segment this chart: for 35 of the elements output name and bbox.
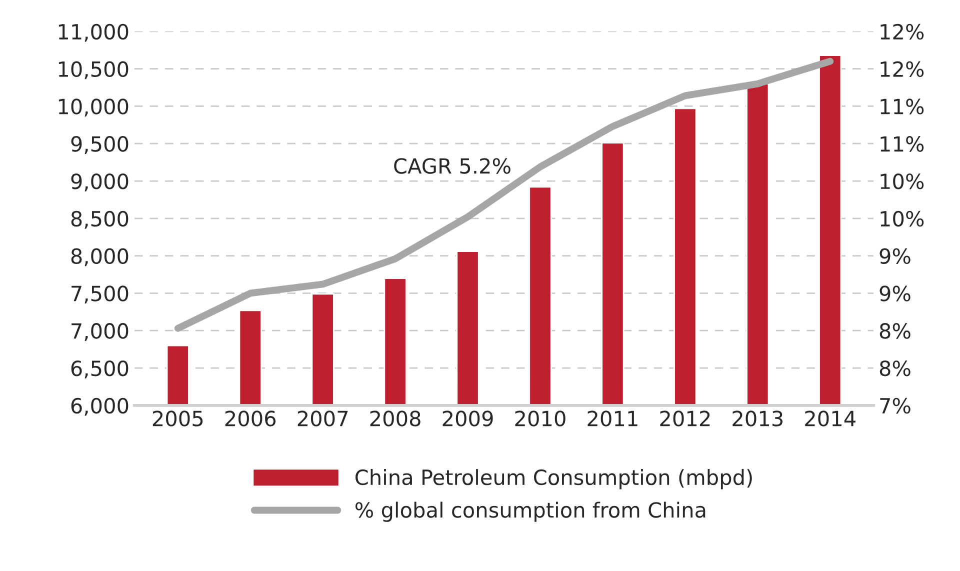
legend-label: % global consumption from China — [355, 502, 706, 522]
y-tick-label: 10,000 — [58, 98, 128, 117]
x-tick-label: 2010 — [515, 410, 566, 426]
y2-tick-label: 12% — [880, 24, 924, 40]
y-tick-label: 7,000 — [72, 323, 128, 341]
legend-label: China Petroleum Consumption (mbpd) — [356, 469, 752, 490]
x-tick-label: 2009 — [442, 410, 493, 426]
x-tick-label: 2005 — [152, 410, 203, 426]
y2-tick-label: 8% — [880, 323, 910, 339]
x-tick-label: 2014 — [805, 410, 856, 426]
y-tick-label: 6,000 — [71, 398, 128, 416]
y-tick-label: 8,000 — [71, 248, 128, 266]
y2-tick-label: 9% — [880, 286, 910, 302]
y2-tick-label: 10% — [880, 173, 924, 190]
x-tick-label: 2013 — [732, 410, 782, 426]
y-tick-label: 8,500 — [71, 210, 128, 229]
y-tick-label: 6,500 — [71, 360, 128, 378]
x-tick-label: 2008 — [370, 410, 420, 426]
x-tick-label: 2011 — [588, 410, 638, 426]
y-tick-label: 10,500 — [58, 61, 128, 80]
y2-tick-label: 12% — [880, 61, 924, 78]
x-tick-label: 2006 — [225, 410, 276, 426]
y2-tick-label: 9% — [880, 248, 910, 264]
y2-tick-label: 11% — [880, 136, 924, 152]
y-tick-label: 11,000 — [58, 24, 128, 42]
x-tick-label: 2012 — [660, 410, 710, 426]
y2-tick-label: 8% — [880, 360, 910, 376]
annotation: CAGR 5.2% — [394, 158, 510, 174]
y-tick-label: 9,000 — [71, 173, 128, 192]
y-tick-label: 7,500 — [72, 286, 128, 304]
y2-tick-label: 7% — [880, 398, 910, 414]
y-tick-label: 9,500 — [71, 136, 128, 154]
y2-tick-label: 10% — [880, 210, 924, 227]
x-tick-label: 2007 — [298, 410, 348, 426]
y2-tick-label: 11% — [880, 98, 924, 114]
